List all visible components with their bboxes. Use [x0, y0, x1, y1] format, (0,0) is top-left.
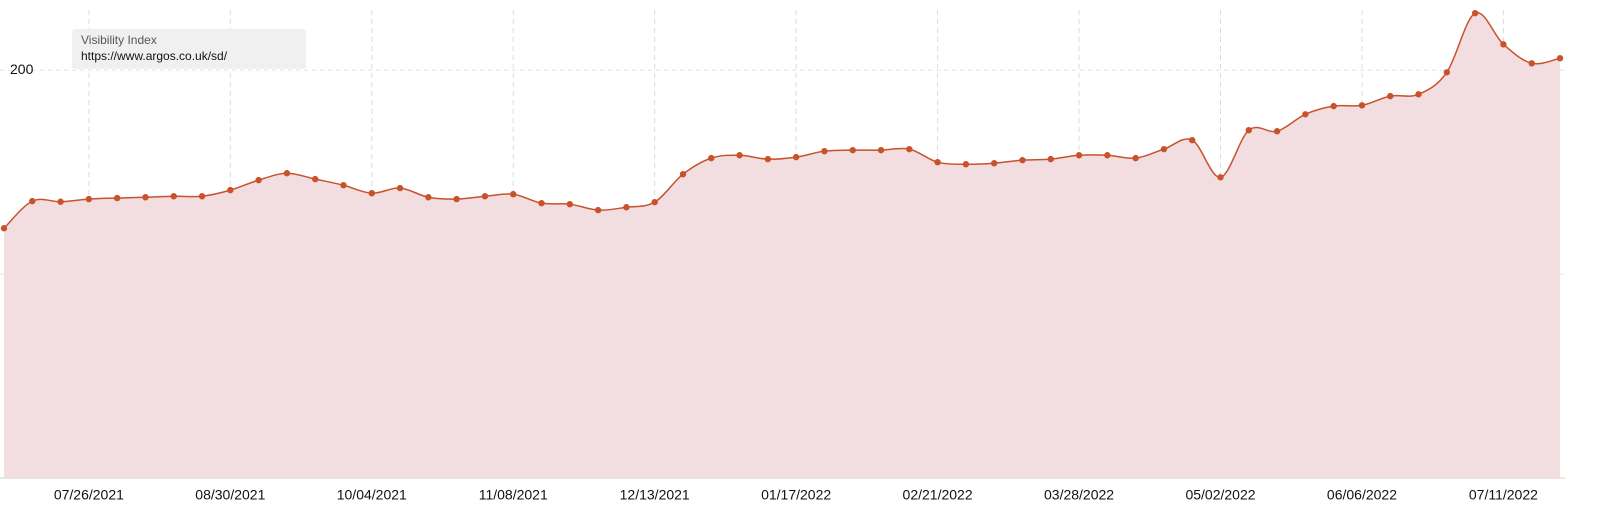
data-point	[1047, 155, 1054, 163]
data-point	[1132, 154, 1139, 162]
data-point	[1528, 60, 1535, 67]
data-point	[368, 189, 375, 197]
data-point	[255, 176, 262, 184]
data-point	[0, 225, 8, 232]
data-point	[1019, 156, 1026, 164]
data-point	[283, 170, 291, 177]
data-point	[1330, 102, 1337, 110]
data-point	[792, 153, 800, 161]
data-point	[566, 200, 574, 208]
data-point	[340, 182, 347, 189]
data-point	[57, 198, 64, 205]
data-point	[990, 160, 998, 167]
y-tick-label: 200	[10, 61, 34, 77]
data-point	[651, 198, 658, 206]
data-point	[1217, 174, 1224, 181]
data-point	[821, 147, 828, 155]
data-point	[1245, 126, 1253, 134]
data-point	[1104, 152, 1111, 159]
data-point	[934, 158, 941, 166]
data-point	[962, 161, 970, 168]
data-point	[198, 193, 206, 200]
data-point	[906, 145, 913, 153]
data-point	[1500, 41, 1507, 48]
data-point	[1160, 145, 1168, 153]
data-point	[1387, 92, 1394, 100]
data-point	[1075, 152, 1083, 159]
data-point	[453, 195, 460, 203]
data-point	[29, 197, 36, 205]
data-point	[1415, 91, 1422, 98]
x-tick-label: 01/17/2022	[761, 487, 831, 503]
data-point	[708, 154, 715, 162]
data-point	[849, 146, 856, 154]
x-tick-label: 10/04/2021	[337, 487, 407, 503]
x-tick-label: 02/21/2022	[903, 487, 973, 503]
data-point	[538, 199, 545, 207]
data-point	[1556, 55, 1564, 62]
data-point	[227, 186, 234, 194]
data-point	[85, 195, 93, 203]
data-point	[481, 193, 489, 200]
data-point	[142, 194, 149, 201]
data-point	[312, 175, 319, 183]
x-tick-label: 12/13/2021	[620, 487, 690, 503]
data-point	[594, 206, 602, 214]
legend-entry: https://www.argos.co.uk/sd/	[81, 49, 228, 63]
x-tick-label: 07/26/2021	[54, 487, 124, 503]
data-point	[1189, 136, 1196, 144]
data-point	[425, 194, 432, 201]
plot-area: 10020007/26/202108/30/202110/04/202111/0…	[0, 9, 1565, 503]
data-point	[1302, 111, 1309, 118]
legend-title: Visibility Index	[81, 33, 157, 47]
area-fill	[4, 12, 1560, 478]
x-tick-label: 05/02/2022	[1185, 487, 1255, 503]
x-tick-label: 11/08/2021	[479, 487, 548, 503]
data-point	[1443, 69, 1451, 76]
data-point	[170, 193, 177, 200]
data-point	[623, 204, 630, 211]
data-point	[1273, 128, 1281, 135]
data-point	[877, 146, 885, 154]
x-tick-label: 06/06/2022	[1327, 487, 1397, 503]
data-point	[396, 184, 404, 192]
data-point	[1358, 102, 1366, 109]
legend-box	[72, 29, 306, 69]
data-point	[113, 194, 121, 202]
data-point	[679, 171, 687, 178]
data-point	[510, 191, 517, 198]
data-point	[736, 152, 743, 159]
data-point	[764, 155, 772, 163]
x-tick-label: 08/30/2021	[195, 487, 265, 503]
data-point	[1471, 9, 1479, 17]
x-tick-label: 07/11/2022	[1469, 487, 1538, 503]
x-tick-label: 03/28/2022	[1044, 487, 1114, 503]
